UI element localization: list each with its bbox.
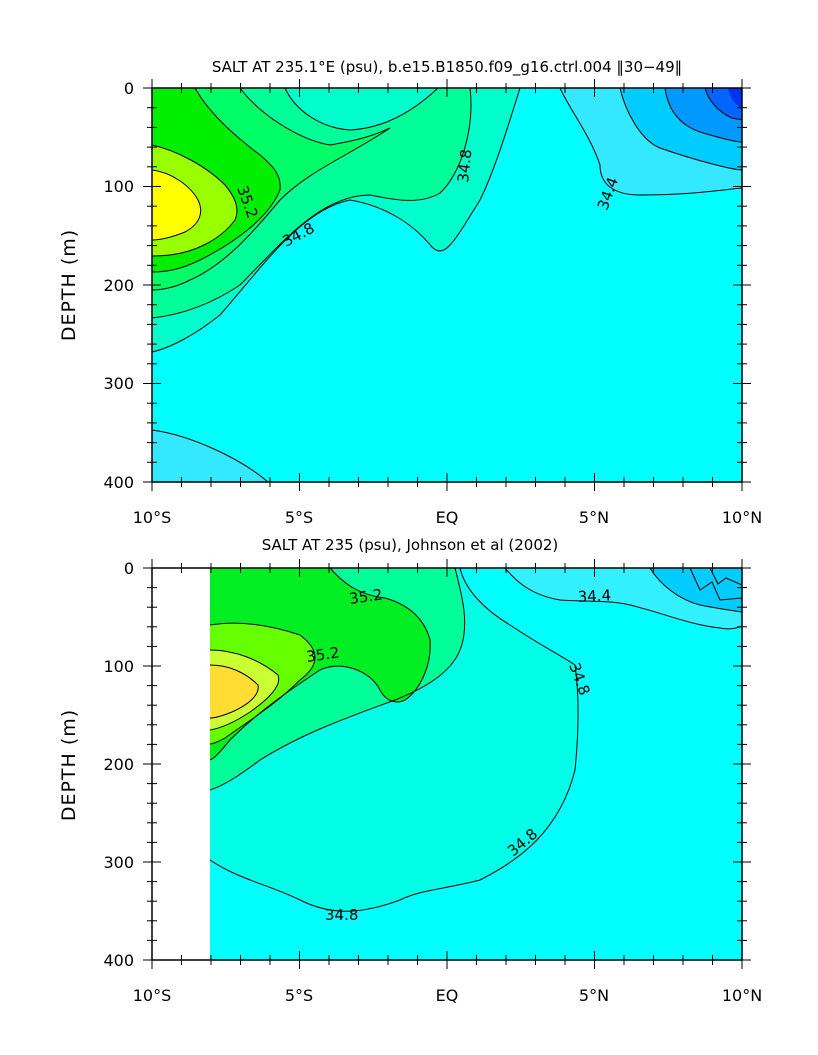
- contour-label: 34.8: [454, 148, 475, 183]
- contour-lines-model: [152, 88, 742, 482]
- contour-line: [704, 88, 742, 121]
- panel-observed-xticklabels: 10°S 5°S EQ 5°N 10°N: [133, 986, 762, 1005]
- panel-model: SALT AT 235.1°E (psu), b.e15.B1850.f09_g…: [58, 58, 762, 527]
- fill-deep-fresh: [152, 430, 268, 482]
- panel-model-yticklabels: 0 100 200 300 400: [103, 79, 134, 492]
- contour-label: 34.4: [577, 586, 611, 606]
- x-tick-label: 10°N: [722, 986, 762, 1005]
- x-tick-label: 5°S: [285, 508, 313, 527]
- x-tick-label: 10°S: [133, 986, 172, 1005]
- fill-obs-34-2: [650, 568, 742, 612]
- panel-model-title: SALT AT 235.1°E (psu), b.e15.B1850.f09_g…: [212, 58, 682, 77]
- contour-label: 35.2: [348, 585, 384, 607]
- contour-line: [619, 88, 742, 171]
- fill-east-dark: [728, 88, 742, 108]
- contour-line: [210, 568, 579, 912]
- x-tick-label: EQ: [436, 986, 459, 1005]
- contour-line: [152, 144, 238, 257]
- y-tick-label: 100: [103, 177, 134, 196]
- contour-line: [210, 649, 280, 731]
- panel-observed-ticks: [143, 559, 751, 969]
- y-tick-label: 200: [103, 755, 134, 774]
- panel-model-ticks: [143, 79, 751, 491]
- y-tick-label: 200: [103, 276, 134, 295]
- contour-line: [284, 88, 439, 131]
- y-tick-label: 400: [103, 951, 134, 970]
- y-tick-label: 300: [103, 853, 134, 872]
- contour-line: [210, 568, 466, 791]
- panel-observed-ylabel: DEPTH (m): [58, 709, 80, 821]
- x-tick-label: 5°N: [579, 508, 609, 527]
- panel-observed: SALT AT 235 (psu), Johnson et al (2002): [58, 536, 762, 1005]
- panel-model-ylabel: DEPTH (m): [58, 229, 80, 341]
- contour-label: 34.8: [325, 906, 358, 924]
- fill-35-8: [152, 170, 201, 240]
- contour-lines-observed: [210, 568, 742, 912]
- y-tick-label: 0: [124, 79, 134, 98]
- x-tick-label: 5°S: [285, 986, 313, 1005]
- contour-line: [210, 622, 316, 745]
- x-tick-label: 10°S: [133, 508, 172, 527]
- contour-line: [504, 568, 742, 630]
- contour-line: [152, 88, 281, 273]
- y-tick-label: 100: [103, 657, 134, 676]
- y-tick-label: 300: [103, 374, 134, 393]
- y-tick-label: 400: [103, 473, 134, 492]
- contour-line: [664, 88, 742, 143]
- y-tick-label: 0: [124, 559, 134, 578]
- panel-observed-yticklabels: 0 100 200 300 400: [103, 559, 134, 970]
- fill-obs-35-8: [210, 665, 259, 718]
- panel-observed-field: [210, 568, 742, 960]
- contour-line: [152, 169, 202, 241]
- contour-line: [210, 664, 259, 719]
- contour-line: [152, 429, 269, 482]
- panel-observed-title: SALT AT 235 (psu), Johnson et al (2002): [262, 536, 559, 554]
- fill-obs-35-2: [210, 568, 431, 760]
- contour-line: [152, 88, 391, 291]
- contour-line: [152, 88, 521, 353]
- contour-line: [559, 88, 742, 196]
- contour-line: [689, 568, 742, 601]
- contour-label: 35.2: [305, 643, 341, 665]
- panel-model-field: [152, 88, 742, 482]
- fill-obs-34-6: [210, 568, 742, 960]
- panel-model-xticklabels: 10°S 5°S EQ 5°N 10°N: [133, 508, 762, 527]
- x-tick-label: EQ: [436, 508, 459, 527]
- contour-line: [152, 88, 472, 319]
- contour-line: [210, 568, 431, 761]
- contour-line: [709, 568, 742, 586]
- contour-line: [649, 568, 742, 613]
- x-tick-label: 5°N: [579, 986, 609, 1005]
- x-tick-label: 10°N: [722, 508, 762, 527]
